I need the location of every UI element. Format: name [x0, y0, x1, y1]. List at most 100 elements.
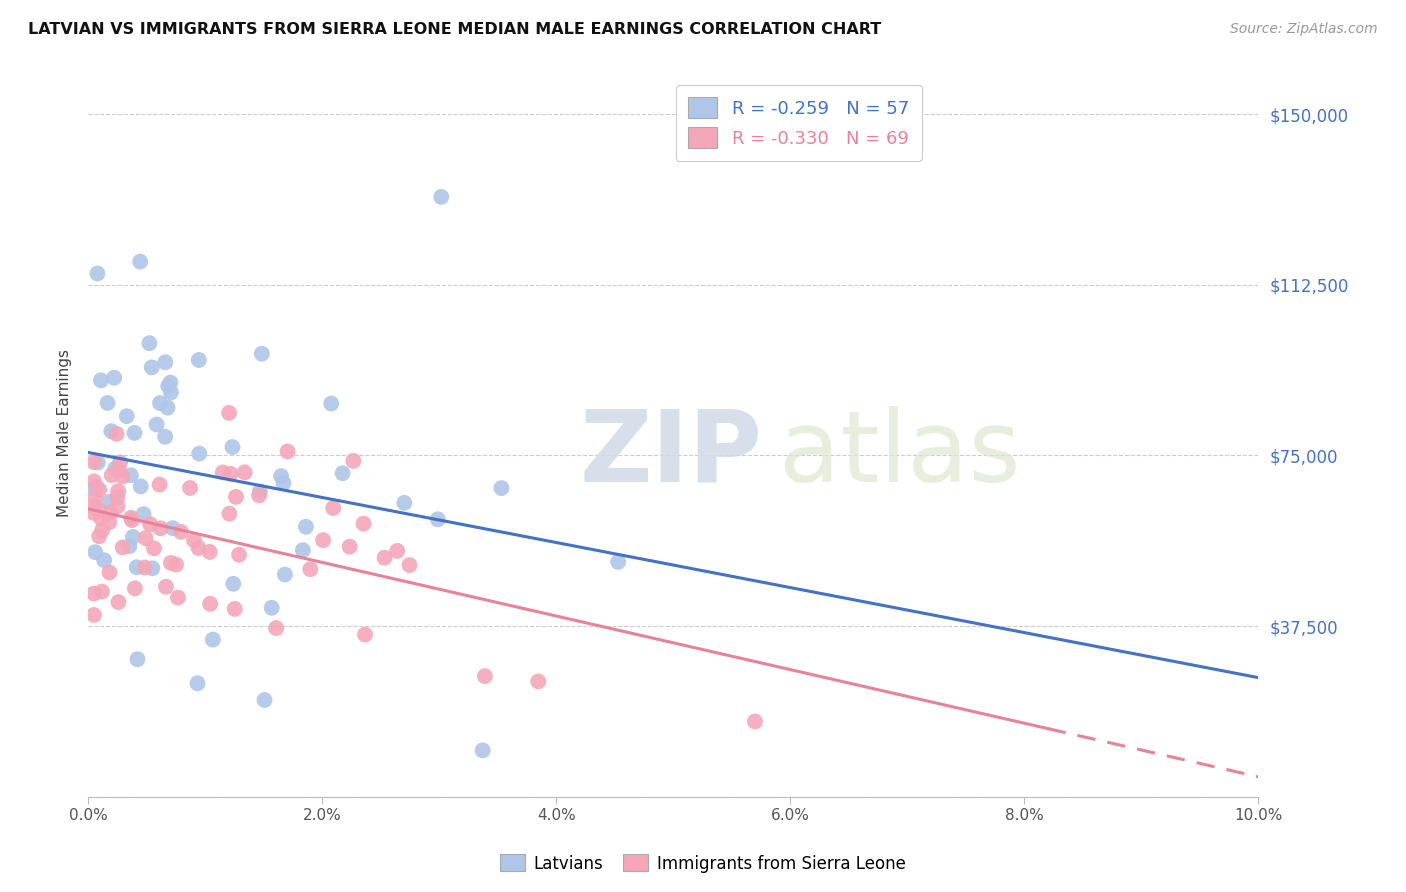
- Point: [111, 469, 134, 483]
- Point: [426, 512, 449, 526]
- Point: [183, 533, 205, 548]
- Point: [132, 507, 155, 521]
- Point: [90, 584, 112, 599]
- Point: [273, 475, 295, 490]
- Point: [160, 385, 183, 400]
- Point: [89, 529, 111, 543]
- Point: [321, 396, 343, 410]
- Point: [145, 417, 167, 432]
- Point: [120, 468, 142, 483]
- Point: [100, 468, 122, 483]
- Point: [84, 545, 107, 559]
- Point: [149, 521, 172, 535]
- Point: [105, 491, 128, 505]
- Point: [527, 674, 550, 689]
- Point: [135, 531, 157, 545]
- Point: [394, 496, 416, 510]
- Point: [129, 479, 152, 493]
- Point: [86, 267, 108, 281]
- Point: [744, 714, 766, 729]
- Point: [83, 455, 105, 469]
- Point: [471, 743, 494, 757]
- Point: [221, 440, 243, 454]
- Point: [170, 524, 193, 539]
- Point: [179, 481, 201, 495]
- Text: atlas: atlas: [779, 406, 1021, 503]
- Point: [224, 602, 246, 616]
- Point: [149, 396, 172, 410]
- Point: [218, 507, 240, 521]
- Point: [274, 567, 297, 582]
- Point: [186, 676, 208, 690]
- Point: [83, 506, 105, 520]
- Point: [83, 607, 105, 622]
- Point: [201, 632, 224, 647]
- Point: [312, 533, 335, 548]
- Point: [607, 555, 630, 569]
- Point: [98, 495, 121, 509]
- Point: [198, 545, 221, 559]
- Point: [165, 558, 187, 572]
- Point: [83, 586, 105, 600]
- Point: [100, 424, 122, 438]
- Point: [270, 469, 292, 483]
- Point: [124, 582, 146, 596]
- Point: [118, 539, 141, 553]
- Point: [299, 562, 322, 576]
- Point: [125, 560, 148, 574]
- Point: [104, 461, 127, 475]
- Text: Source: ZipAtlas.com: Source: ZipAtlas.com: [1230, 22, 1378, 37]
- Point: [90, 373, 112, 387]
- Point: [139, 517, 162, 532]
- Legend: Latvians, Immigrants from Sierra Leone: Latvians, Immigrants from Sierra Leone: [494, 847, 912, 880]
- Point: [153, 430, 176, 444]
- Point: [107, 463, 129, 477]
- Point: [430, 190, 453, 204]
- Point: [474, 669, 496, 683]
- Point: [97, 396, 120, 410]
- Point: [155, 580, 177, 594]
- Point: [291, 543, 314, 558]
- Point: [162, 521, 184, 535]
- Point: [98, 515, 121, 529]
- Point: [264, 621, 287, 635]
- Point: [398, 558, 420, 573]
- Point: [218, 406, 240, 420]
- Point: [373, 550, 395, 565]
- Point: [90, 511, 112, 525]
- Y-axis label: Median Male Earnings: Median Male Earnings: [58, 349, 72, 516]
- Point: [342, 454, 364, 468]
- Point: [105, 426, 128, 441]
- Point: [353, 516, 375, 531]
- Point: [91, 523, 114, 537]
- Point: [249, 484, 271, 499]
- Point: [141, 561, 163, 575]
- Point: [108, 455, 131, 469]
- Point: [322, 501, 344, 516]
- Point: [103, 371, 125, 385]
- Point: [387, 544, 409, 558]
- Point: [491, 481, 513, 495]
- Point: [127, 652, 149, 666]
- Point: [84, 491, 107, 505]
- Point: [260, 600, 283, 615]
- Point: [124, 425, 146, 440]
- Point: [83, 475, 105, 489]
- Legend: R = -0.259   N = 57, R = -0.330   N = 69: R = -0.259 N = 57, R = -0.330 N = 69: [676, 85, 922, 161]
- Point: [143, 541, 166, 556]
- Point: [198, 597, 221, 611]
- Point: [233, 466, 256, 480]
- Point: [121, 513, 143, 527]
- Point: [141, 360, 163, 375]
- Point: [167, 591, 190, 605]
- Point: [87, 456, 110, 470]
- Point: [157, 379, 180, 393]
- Point: [100, 505, 122, 519]
- Point: [339, 540, 361, 554]
- Point: [148, 477, 170, 491]
- Point: [122, 530, 145, 544]
- Point: [228, 548, 250, 562]
- Point: [219, 467, 242, 481]
- Point: [187, 353, 209, 368]
- Point: [277, 444, 299, 458]
